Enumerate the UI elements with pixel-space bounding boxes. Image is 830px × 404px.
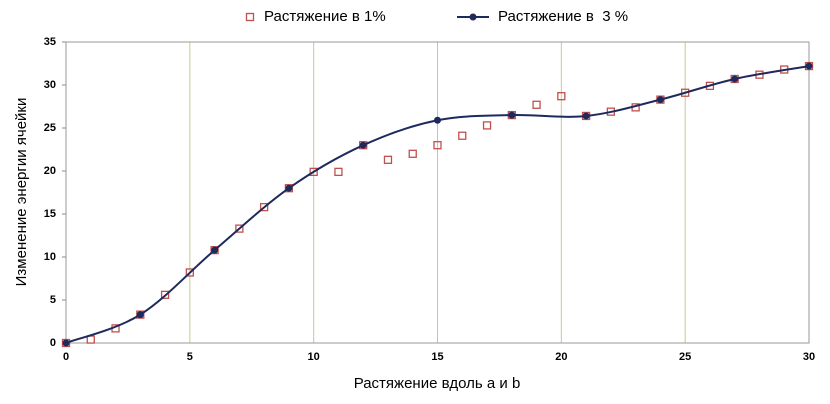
x-tick-label: 30 bbox=[803, 351, 815, 363]
plot-border bbox=[65, 41, 810, 344]
point bbox=[458, 131, 467, 140]
y-tick-label: 10 bbox=[44, 251, 56, 263]
y-tick-label: 35 bbox=[44, 36, 56, 48]
point bbox=[160, 290, 170, 299]
point bbox=[309, 167, 318, 177]
point bbox=[532, 100, 541, 109]
y-tick-label: 25 bbox=[44, 122, 56, 134]
point bbox=[359, 141, 367, 149]
legend-label: Растяжение в 1% bbox=[264, 8, 386, 25]
point bbox=[259, 202, 269, 212]
legend-marker bbox=[469, 13, 477, 21]
point bbox=[582, 112, 590, 120]
y-axis-title: Изменение энергии ячейки bbox=[13, 98, 30, 287]
point bbox=[433, 141, 442, 150]
point bbox=[508, 111, 516, 119]
legend-marker bbox=[245, 12, 255, 22]
point bbox=[383, 155, 393, 164]
point bbox=[434, 116, 441, 124]
y-tick-label: 0 bbox=[50, 337, 56, 349]
x-tick-label: 10 bbox=[308, 351, 320, 363]
point bbox=[235, 224, 244, 233]
x-tick-label: 15 bbox=[431, 351, 443, 363]
point bbox=[285, 184, 293, 192]
point bbox=[211, 246, 219, 254]
x-tick-label: 5 bbox=[187, 351, 193, 363]
x-tick-label: 20 bbox=[555, 351, 567, 363]
y-tick-label: 20 bbox=[44, 165, 56, 177]
point bbox=[334, 167, 343, 177]
y-tick-label: 5 bbox=[50, 294, 56, 306]
point bbox=[482, 121, 492, 130]
point bbox=[136, 311, 144, 319]
x-tick-label: 25 bbox=[679, 351, 691, 363]
x-tick-label: 0 bbox=[63, 351, 69, 363]
y-tick-label: 30 bbox=[44, 79, 56, 91]
point bbox=[408, 149, 417, 158]
y-tick-label: 15 bbox=[44, 208, 56, 220]
point bbox=[557, 92, 566, 101]
x-axis-title: Растяжение вдоль a и b bbox=[354, 375, 521, 392]
legend-label: Растяжение в 3 % bbox=[498, 8, 628, 25]
point bbox=[185, 268, 194, 277]
series-line bbox=[65, 65, 810, 344]
point bbox=[805, 62, 813, 70]
point bbox=[62, 339, 70, 347]
point bbox=[731, 75, 739, 83]
point bbox=[656, 96, 664, 104]
point bbox=[86, 335, 95, 344]
